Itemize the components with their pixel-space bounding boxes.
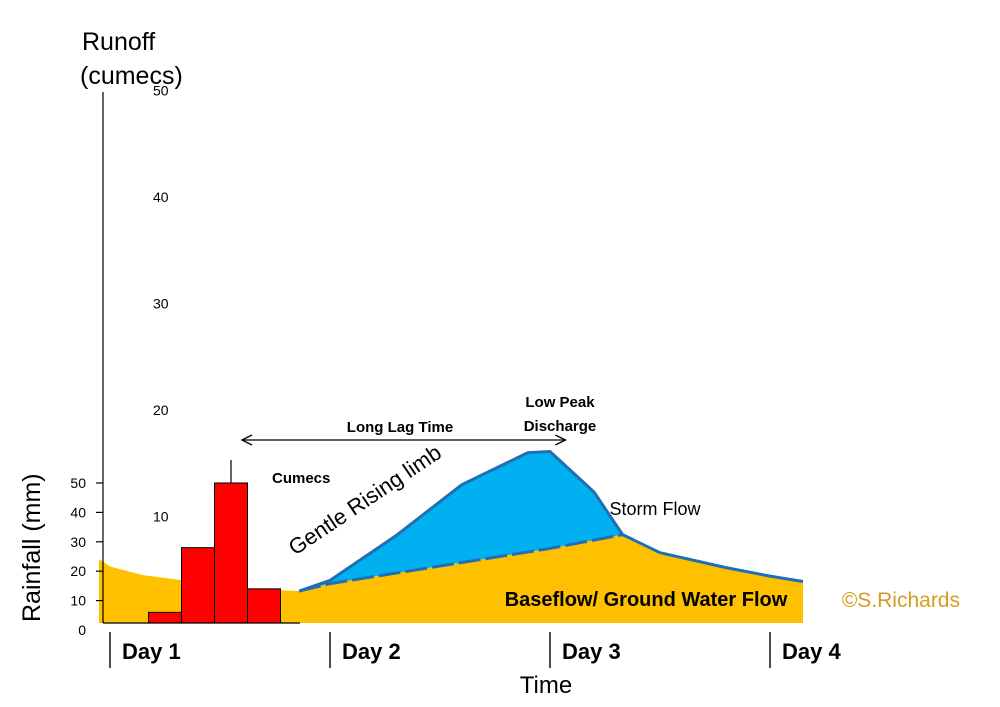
storm-flow-label: Storm Flow <box>609 499 701 519</box>
axes: 10 20 30 40 50 0 10 20 30 40 50 Day 1 Day 2 Day 3 Day … <box>70 83 841 668</box>
rainfall-tick-label: 10 <box>70 593 86 609</box>
peak-annotation-line2: Discharge <box>524 418 597 435</box>
rainfall-tick-label: 0 <box>78 622 86 638</box>
day-label: Day 2 <box>342 639 401 664</box>
day-label: Day 3 <box>562 639 621 664</box>
runoff-axis-label-line2: (cumecs) <box>80 62 183 90</box>
rainfall-tick-label: 50 <box>70 475 86 491</box>
runoff-axis-label-line1: Runoff <box>82 28 155 56</box>
rainfall-tick-label: 30 <box>70 534 86 550</box>
peak-annotation-line1: Low Peak <box>525 394 595 411</box>
runoff-tick-label: 40 <box>153 189 169 205</box>
rainfall-axis-label: Rainfall (mm) <box>18 473 46 622</box>
lag-time-label: Long Lag Time <box>347 419 453 436</box>
day-label: Day 1 <box>122 639 181 664</box>
day-label: Day 4 <box>782 639 841 664</box>
rainfall-bar <box>247 588 281 624</box>
lag-arrow-head-left <box>240 434 253 446</box>
storm-flow-area <box>299 451 623 592</box>
runoff-tick-label: 30 <box>153 296 169 312</box>
baseflow-separation-line <box>298 533 623 593</box>
runoff-tick-label: 10 <box>153 509 169 525</box>
runoff-tick-label: 50 <box>153 83 169 99</box>
rainfall-bars <box>148 460 281 624</box>
runoff-tick-label: 20 <box>153 402 169 418</box>
rainfall-bar <box>148 611 182 624</box>
watermark: ©S.Richards <box>842 589 960 612</box>
cumecs-annotation: Cumecs <box>272 470 330 487</box>
rainfall-bar <box>181 547 215 624</box>
baseflow-label: Baseflow/ Ground Water Flow <box>505 589 788 611</box>
x-axis-label: Time <box>520 672 572 699</box>
rainfall-tick-label: 20 <box>70 563 86 579</box>
storm-hydrograph-line <box>298 450 804 593</box>
lag-arrow-head-right <box>555 434 567 446</box>
rainfall-tick-label: 40 <box>70 504 86 520</box>
rainfall-bar <box>214 482 248 624</box>
